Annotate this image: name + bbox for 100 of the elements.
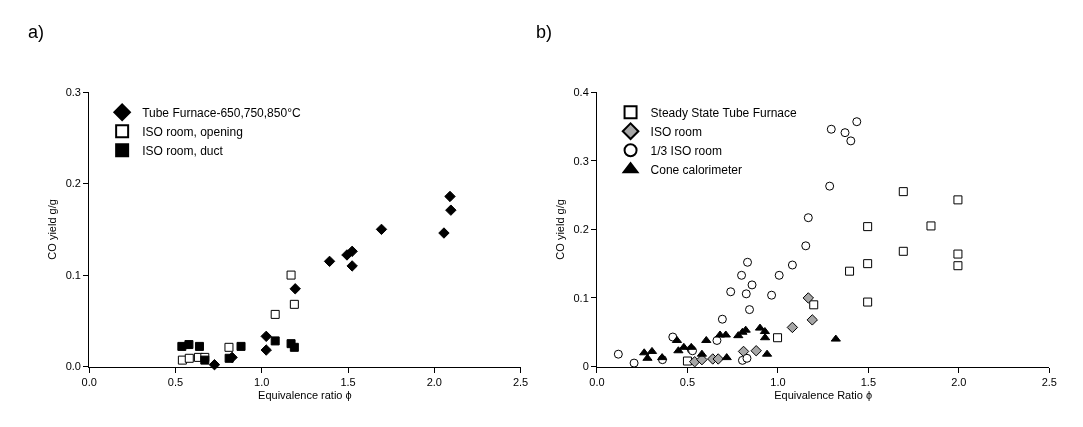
point <box>260 330 272 343</box>
legend-label: 1/3 ISO room <box>650 143 722 158</box>
point <box>737 270 747 280</box>
x-axis-title: Equivalence ratio ϕ <box>258 388 352 401</box>
y-tick-label: 0.2 <box>65 177 81 190</box>
y-tick-label: 0.3 <box>573 154 589 167</box>
point <box>806 314 818 326</box>
point <box>953 261 963 271</box>
point <box>444 190 456 203</box>
point <box>846 136 856 146</box>
point <box>629 358 639 368</box>
x-tick-label: 0.0 <box>81 375 97 388</box>
point <box>657 353 668 361</box>
point <box>346 260 358 272</box>
point <box>898 187 908 197</box>
y-tick-label: 0.3 <box>65 86 81 99</box>
point <box>286 270 296 280</box>
point <box>673 346 684 354</box>
x-tick-label: 1.0 <box>254 375 270 388</box>
point <box>323 255 336 268</box>
point <box>720 330 731 338</box>
point <box>642 353 653 361</box>
legend-label: ISO room, duct <box>142 143 224 158</box>
point <box>289 283 301 295</box>
point <box>787 260 797 270</box>
point <box>742 353 752 363</box>
point <box>712 353 724 365</box>
point <box>346 245 358 258</box>
point <box>445 204 457 216</box>
point <box>613 349 623 359</box>
x-tick-label: 1.5 <box>860 375 877 388</box>
x-tick-label: 2.5 <box>512 375 529 388</box>
point <box>825 181 835 191</box>
y-tick-label: 0 <box>582 360 589 373</box>
point <box>438 227 450 239</box>
y-axis-title: CO yield g/g <box>46 199 59 260</box>
point <box>840 128 850 138</box>
point <box>786 321 799 334</box>
point <box>375 223 388 236</box>
point <box>260 344 272 356</box>
point <box>701 335 712 343</box>
legend-label: Steady State Tube Furnace <box>650 105 797 120</box>
point <box>802 292 815 304</box>
point <box>743 257 753 267</box>
y-tick-label: 0.4 <box>573 86 589 99</box>
point <box>750 345 762 357</box>
x-tick-label: 0.0 <box>589 375 605 388</box>
point <box>845 266 855 276</box>
point <box>830 334 841 342</box>
point <box>767 290 777 300</box>
point <box>863 259 873 269</box>
point <box>953 195 963 205</box>
point <box>774 270 784 280</box>
y-tick-label: 0.1 <box>65 268 81 281</box>
point <box>289 299 299 309</box>
point <box>224 342 234 352</box>
x-axis-title: Equivalence Ratio ϕ <box>774 388 873 401</box>
point <box>863 297 873 307</box>
point <box>773 333 783 343</box>
point <box>270 336 280 346</box>
chart-title: b) <box>536 22 553 42</box>
point <box>194 341 204 351</box>
point <box>852 117 862 127</box>
point <box>826 124 836 134</box>
point <box>747 280 757 290</box>
legend-label: ISO room <box>650 124 702 139</box>
x-tick-label: 1.0 <box>770 375 786 388</box>
point <box>863 222 873 232</box>
point <box>801 241 811 251</box>
y-tick-label: 0.2 <box>573 223 589 236</box>
point <box>270 309 280 319</box>
x-tick-label: 1.5 <box>340 375 356 388</box>
x-tick-label: 2.0 <box>426 375 442 388</box>
x-tick-label: 0.5 <box>679 375 696 388</box>
point <box>809 300 819 310</box>
point <box>712 335 722 345</box>
point <box>184 340 194 350</box>
point <box>721 353 732 361</box>
point <box>953 249 963 259</box>
point <box>745 305 755 315</box>
chart-title: a) <box>28 22 45 42</box>
point <box>803 213 813 223</box>
point <box>898 246 908 256</box>
point <box>184 353 194 363</box>
y-tick-label: 0.0 <box>65 360 81 373</box>
point <box>926 221 936 231</box>
point <box>717 314 727 324</box>
point <box>236 341 246 351</box>
x-tick-label: 0.5 <box>167 375 184 388</box>
point <box>726 287 736 297</box>
x-tick-label: 2.0 <box>951 375 967 388</box>
x-tick-label: 2.5 <box>1041 375 1057 388</box>
point <box>686 342 697 350</box>
point <box>224 353 234 363</box>
legend-label: Cone calorimeter <box>650 162 742 177</box>
point <box>741 289 751 299</box>
legend-label: ISO room, opening <box>142 124 243 139</box>
legend-label: Tube Furnace-650,750,850°C <box>142 105 301 120</box>
point <box>682 356 692 366</box>
y-tick-label: 0.1 <box>573 291 589 304</box>
